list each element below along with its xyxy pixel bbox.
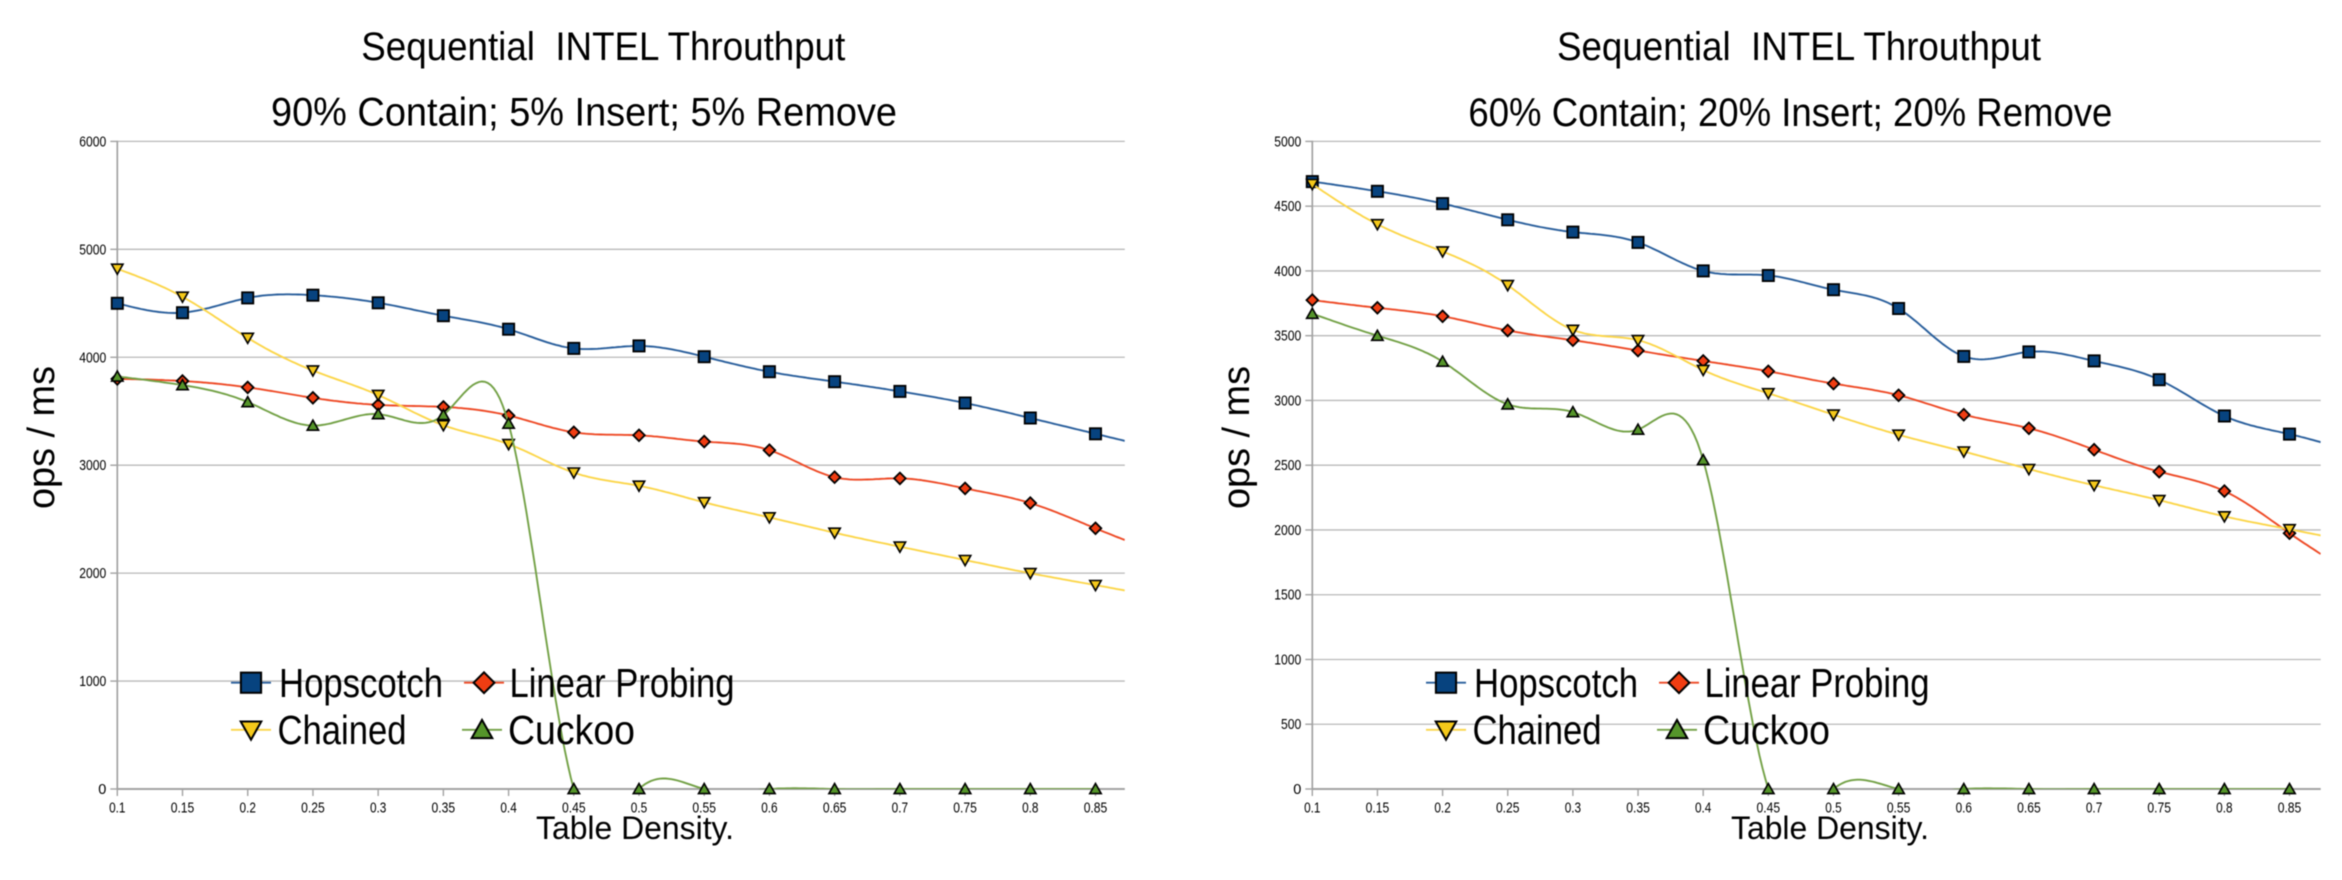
svg-text:60% Contain; 20% Insert; 20% R: 60% Contain; 20% Insert; 20% Remove (1468, 91, 2112, 135)
svg-text:4000: 4000 (1274, 264, 1301, 280)
svg-text:3000: 3000 (79, 458, 106, 474)
svg-text:0.3: 0.3 (370, 801, 386, 817)
svg-text:5000: 5000 (1274, 134, 1301, 150)
svg-text:0.3: 0.3 (1565, 801, 1581, 817)
svg-text:2000: 2000 (1274, 523, 1301, 539)
svg-text:0.75: 0.75 (2147, 801, 2171, 817)
svg-text:Sequential INTEL Throuthput: Sequential INTEL Throuthput (1557, 25, 2041, 69)
svg-text:ops / ms: ops / ms (1216, 366, 1258, 509)
svg-text:0.65: 0.65 (823, 801, 847, 817)
svg-text:Hopscotch: Hopscotch (279, 660, 443, 706)
svg-text:0.8: 0.8 (1022, 801, 1038, 817)
svg-text:0.4: 0.4 (500, 801, 516, 817)
svg-text:0.1: 0.1 (109, 801, 125, 817)
svg-text:Table Density.: Table Density. (536, 810, 734, 846)
svg-text:0.6: 0.6 (1956, 801, 1972, 817)
svg-text:3000: 3000 (1274, 393, 1301, 409)
svg-text:500: 500 (1281, 717, 1301, 733)
svg-text:0.4: 0.4 (1695, 801, 1711, 817)
svg-text:Table Density.: Table Density. (1731, 810, 1929, 846)
svg-text:0.35: 0.35 (432, 801, 456, 817)
svg-text:Linear Probing: Linear Probing (1705, 660, 1930, 706)
svg-text:0.65: 0.65 (2017, 801, 2041, 817)
svg-text:0.15: 0.15 (171, 801, 195, 817)
svg-text:0.75: 0.75 (953, 801, 977, 817)
svg-text:90% Contain; 5% Insert; 5% Rem: 90% Contain; 5% Insert; 5% Remove (271, 90, 897, 134)
svg-text:Hopscotch: Hopscotch (1474, 660, 1638, 706)
svg-text:4000: 4000 (79, 350, 106, 366)
svg-text:Chained: Chained (278, 707, 407, 753)
svg-text:0.7: 0.7 (2086, 801, 2102, 817)
svg-text:6000: 6000 (79, 134, 106, 150)
svg-text:2500: 2500 (1274, 458, 1301, 474)
svg-text:0.85: 0.85 (1084, 801, 1108, 817)
svg-text:0.35: 0.35 (1626, 801, 1650, 817)
svg-text:Sequential INTEL Throuthput: Sequential INTEL Throuthput (361, 25, 845, 69)
svg-text:0.85: 0.85 (2278, 801, 2302, 817)
svg-text:0.2: 0.2 (240, 801, 256, 817)
svg-text:Chained: Chained (1473, 707, 1602, 753)
svg-text:0.7: 0.7 (892, 801, 908, 817)
svg-text:0.55: 0.55 (1887, 801, 1911, 817)
svg-text:0.5: 0.5 (631, 801, 647, 817)
svg-text:0.25: 0.25 (301, 801, 325, 817)
svg-text:4500: 4500 (1274, 199, 1301, 215)
svg-text:0.15: 0.15 (1366, 801, 1390, 817)
svg-text:ops / ms: ops / ms (21, 366, 63, 509)
svg-text:1000: 1000 (1274, 652, 1301, 668)
svg-text:3500: 3500 (1274, 329, 1301, 345)
svg-text:0.45: 0.45 (562, 801, 586, 817)
svg-text:Linear Probing: Linear Probing (510, 660, 735, 706)
svg-text:0.1: 0.1 (1304, 801, 1320, 817)
svg-text:0.2: 0.2 (1434, 801, 1450, 817)
svg-text:0.5: 0.5 (1825, 801, 1841, 817)
svg-text:0.8: 0.8 (2216, 801, 2232, 817)
svg-text:0.6: 0.6 (761, 801, 777, 817)
svg-text:5000: 5000 (79, 242, 106, 258)
svg-text:Cuckoo: Cuckoo (508, 707, 635, 753)
svg-text:0.25: 0.25 (1496, 801, 1520, 817)
svg-text:1000: 1000 (79, 674, 106, 690)
svg-text:0: 0 (98, 782, 106, 798)
svg-text:2000: 2000 (79, 566, 106, 582)
svg-text:0.55: 0.55 (692, 801, 716, 817)
svg-text:1500: 1500 (1274, 588, 1301, 604)
svg-text:0: 0 (1293, 782, 1301, 798)
svg-text:0.45: 0.45 (1757, 801, 1781, 817)
svg-text:Cuckoo: Cuckoo (1703, 707, 1830, 753)
